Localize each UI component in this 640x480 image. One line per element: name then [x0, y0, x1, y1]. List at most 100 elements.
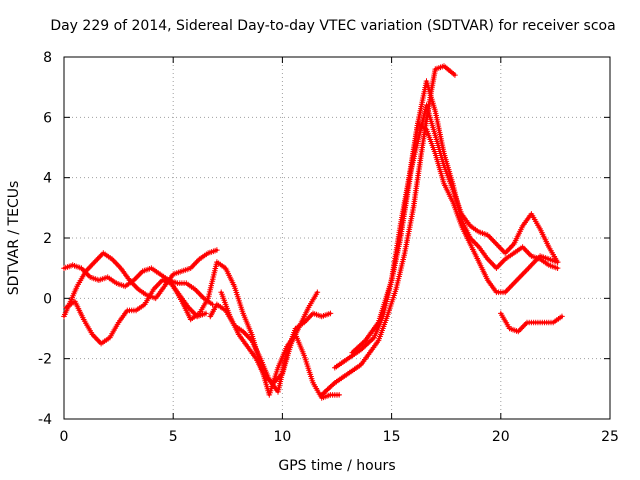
data-point-marker: [63, 299, 76, 311]
data-point-marker: [432, 108, 447, 155]
data-point-marker: [423, 78, 438, 113]
data-point-marker: [537, 253, 550, 262]
data-point-marker: [148, 265, 162, 276]
data-point-marker: [484, 232, 498, 246]
data-point-marker: [205, 261, 220, 302]
data-point-marker: [423, 102, 438, 137]
y-tick-label: -4: [38, 412, 52, 428]
data-point-marker: [502, 251, 515, 262]
y-axis-label: SDTVAR / TECUs: [6, 181, 22, 296]
data-point-marker: [288, 324, 302, 347]
data-point-marker: [240, 328, 254, 342]
data-point-marker: [150, 278, 164, 293]
data-point-marker: [406, 140, 421, 181]
data-point-marker: [257, 355, 272, 381]
series-line: [171, 260, 341, 400]
data-point-marker: [179, 266, 192, 274]
data-point-marker: [452, 72, 458, 78]
data-point-marker: [511, 224, 525, 247]
data-point-marker: [87, 274, 100, 283]
data-point-marker: [476, 244, 490, 261]
data-point-marker: [297, 306, 311, 329]
data-point-marker: [72, 298, 86, 321]
y-tick-label: 2: [43, 231, 52, 247]
data-point-marker: [310, 310, 323, 319]
data-point-marker: [270, 372, 284, 386]
data-point-marker: [314, 289, 321, 296]
data-point-marker: [519, 244, 533, 258]
data-point-marker: [332, 372, 350, 386]
data-point-marker: [249, 337, 263, 360]
data-point-marker: [122, 278, 135, 290]
data-point-marker: [170, 283, 184, 303]
data-point-marker: [528, 254, 542, 268]
data-point-marker: [214, 301, 227, 312]
data-point-marker: [253, 355, 267, 378]
data-point-marker: [227, 313, 241, 336]
data-point-marker: [279, 342, 294, 377]
data-point-marker: [152, 285, 166, 302]
series-line: [219, 291, 319, 385]
data-point-marker: [131, 269, 144, 283]
data-point-marker: [458, 211, 472, 227]
data-point-marker: [214, 247, 220, 253]
data-point-marker: [69, 262, 83, 271]
x-tick-label: 20: [492, 429, 510, 445]
data-point-marker: [305, 291, 320, 311]
data-point-marker: [559, 313, 565, 320]
data-point-marker: [301, 352, 316, 384]
data-point-marker: [133, 302, 146, 314]
x-axis-label: GPS time / hours: [278, 458, 395, 474]
data-point-marker: [467, 241, 481, 264]
data-point-marker: [515, 321, 529, 335]
data-point-marker: [240, 310, 254, 336]
data-point-marker: [192, 286, 206, 300]
data-point-marker: [498, 310, 512, 330]
data-point-marker: [187, 311, 201, 323]
data-point-marker: [205, 247, 218, 256]
chart-title: Day 229 of 2014, Sidereal Day-to-day VTE…: [50, 18, 615, 34]
series-pass-6: [218, 289, 321, 386]
data-point-marker: [458, 223, 473, 245]
data-point-marker: [388, 225, 403, 283]
data-point-marker: [441, 180, 455, 203]
y-tick-label: 4: [43, 171, 52, 187]
data-point-marker: [502, 242, 516, 256]
series-pass-11: [498, 310, 565, 335]
data-point-marker: [432, 63, 446, 72]
data-point-marker: [506, 325, 520, 334]
data-point-marker: [493, 257, 507, 271]
data-point-marker: [327, 310, 334, 317]
data-point-marker: [393, 252, 407, 293]
series-group: [61, 63, 565, 401]
data-point-marker: [310, 380, 324, 399]
data-point-marker: [511, 272, 524, 286]
data-point-marker: [410, 146, 425, 211]
data-point-marker: [159, 277, 173, 286]
data-point-marker: [196, 297, 210, 317]
data-point-marker: [179, 298, 193, 321]
data-point-marker: [235, 331, 249, 348]
data-point-marker: [107, 321, 121, 341]
data-point-marker: [476, 229, 489, 238]
data-point-marker: [318, 381, 337, 398]
data-point-marker: [432, 150, 447, 185]
data-point-marker: [467, 235, 481, 249]
data-point-marker: [423, 126, 438, 155]
x-tick-label: 0: [60, 429, 69, 445]
data-point-marker: [367, 339, 380, 356]
y-tick-label: 0: [43, 291, 52, 307]
data-point-marker: [362, 321, 381, 344]
x-tick-label: 25: [601, 429, 619, 445]
data-point-marker: [537, 226, 551, 248]
data-point-marker: [554, 259, 561, 265]
data-point-marker: [332, 357, 350, 371]
data-point-marker: [502, 282, 516, 296]
data-point-marker: [375, 279, 394, 326]
data-point-marker: [61, 263, 74, 271]
data-point-marker: [450, 186, 464, 215]
data-point-marker: [214, 259, 227, 270]
data-point-marker: [100, 250, 114, 261]
data-point-marker: [450, 199, 464, 227]
